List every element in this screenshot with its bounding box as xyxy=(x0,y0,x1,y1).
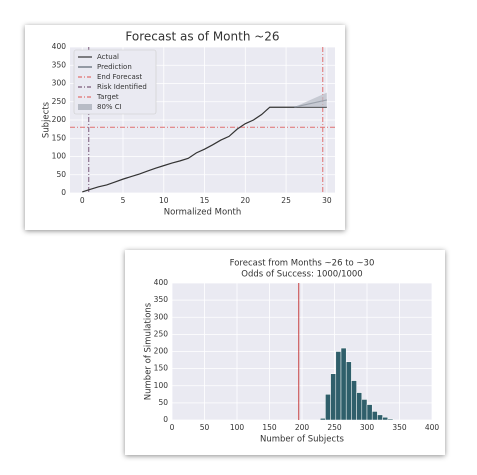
y-axis-label: Subjects xyxy=(42,101,52,138)
x-tick-label: 20 xyxy=(241,196,251,205)
chart-card: 0 50 100 150 200 250 300 350 400 0 50 100 150 200 250 3… xyxy=(125,250,445,455)
bar xyxy=(345,361,352,421)
x-tick-label: 400 xyxy=(425,423,440,432)
x-tick-label: 5 xyxy=(121,196,126,205)
chart-title: Forecast from Months ~26 to ~30 xyxy=(230,259,375,269)
legend-swatch xyxy=(78,104,92,110)
bar xyxy=(371,411,378,421)
y-tick-label: 350 xyxy=(154,295,169,304)
x-tick-label: 15 xyxy=(200,196,210,205)
legend-label: 80% CI xyxy=(97,103,122,111)
bar xyxy=(325,394,331,421)
bar xyxy=(366,404,373,421)
y-tick-label: 250 xyxy=(52,97,67,106)
legend-box xyxy=(73,49,157,115)
x-tick-label: 350 xyxy=(392,423,407,432)
y-axis-label: Number of Simulations xyxy=(144,302,154,400)
x-tick-label: 100 xyxy=(230,423,245,432)
y-tick-label: 250 xyxy=(154,329,169,338)
y-tick-label: 200 xyxy=(154,347,169,356)
legend-label: Prediction xyxy=(97,63,132,71)
x-tick-label: 0 xyxy=(170,423,175,432)
chart-title: Forecast as of Month ~26 xyxy=(125,30,279,44)
legend-label: Risk Identified xyxy=(97,83,147,91)
y-tick-label: 100 xyxy=(52,152,67,161)
ci-band xyxy=(294,92,327,108)
legend-label: End Forecast xyxy=(97,73,142,81)
x-tick-label: 10 xyxy=(159,196,169,205)
bar xyxy=(382,417,389,421)
chart-card: 0 50 100 150 200 250 300 350 400 0 5 10 15 20 25 30 Norm… xyxy=(25,25,345,230)
bar xyxy=(387,418,394,421)
bar xyxy=(377,414,383,421)
y-tick-label: 150 xyxy=(52,133,67,142)
y-tick-label: 300 xyxy=(52,79,67,88)
legend-label: Actual xyxy=(97,53,119,61)
x-tick-label: 300 xyxy=(360,423,375,432)
data-line xyxy=(82,106,327,193)
chart: 0 50 100 150 200 250 300 350 400 0 50 100 150 200 250 3… xyxy=(144,259,440,445)
x-tick-label: 250 xyxy=(327,423,342,432)
y-tick-label: 350 xyxy=(52,60,67,69)
x-tick-label: 150 xyxy=(262,423,277,432)
bar xyxy=(330,373,337,421)
chart: 0 50 100 150 200 250 300 350 400 0 5 10 15 20 25 30 Norm… xyxy=(42,30,335,218)
x-tick-label: 25 xyxy=(281,196,291,205)
chart-subtitle: Odds of Success: 1000/1000 xyxy=(241,270,362,280)
x-axis-label: Normalized Month xyxy=(164,208,242,218)
x-tick-label: 50 xyxy=(200,423,210,432)
x-axis-label: Number of Subjects xyxy=(260,435,345,445)
x-tick-label: 0 xyxy=(80,196,85,205)
y-tick-label: 50 xyxy=(56,170,66,179)
legend-label: Target xyxy=(96,93,119,101)
y-tick-label: 150 xyxy=(154,364,169,373)
bar xyxy=(340,347,347,421)
y-tick-label: 400 xyxy=(52,42,67,51)
bar xyxy=(356,392,363,421)
bar xyxy=(361,399,368,421)
bar xyxy=(351,380,357,421)
y-tick-label: 300 xyxy=(154,312,169,321)
bar xyxy=(319,418,326,421)
y-tick-label: 50 xyxy=(158,398,168,407)
y-tick-label: 0 xyxy=(61,188,66,197)
bar xyxy=(335,351,342,421)
y-tick-label: 400 xyxy=(154,278,169,287)
x-tick-label: 200 xyxy=(295,423,310,432)
y-tick-label: 100 xyxy=(154,381,169,390)
y-tick-label: 200 xyxy=(52,115,67,124)
x-tick-label: 30 xyxy=(322,196,332,205)
y-tick-label: 0 xyxy=(163,415,168,424)
